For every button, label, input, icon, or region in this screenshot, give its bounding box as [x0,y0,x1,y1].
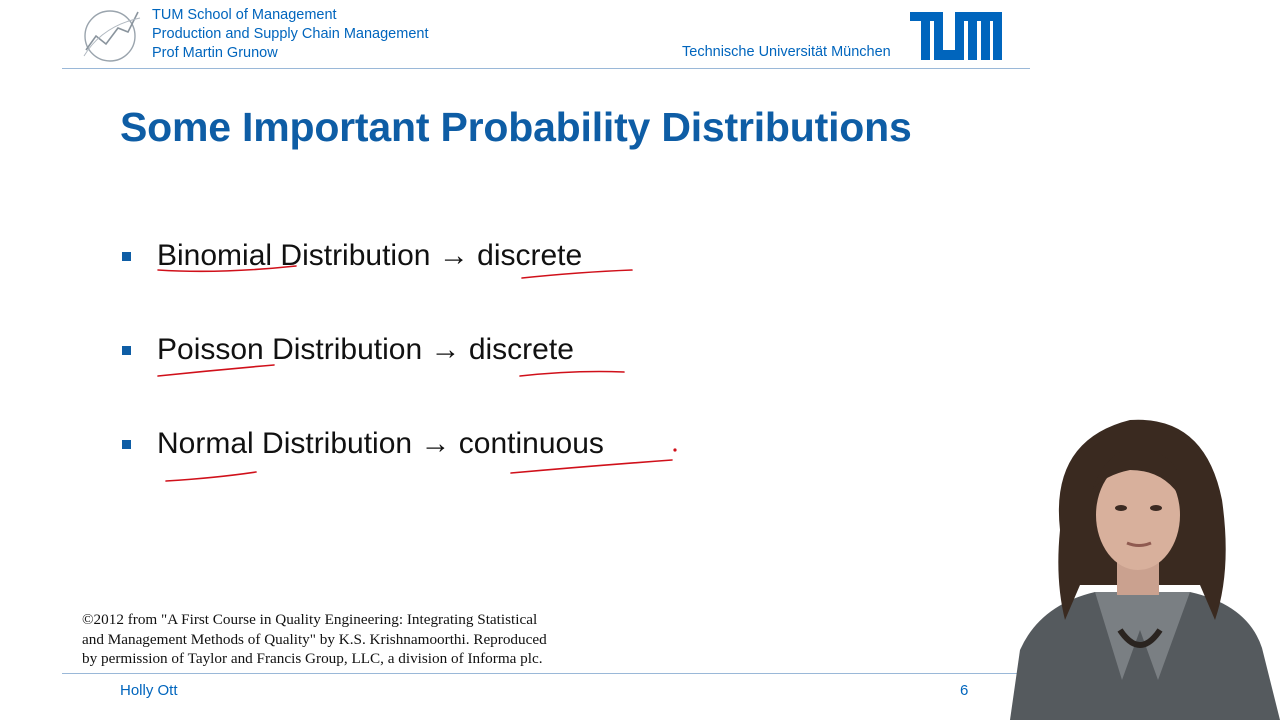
header-divider [62,68,1030,69]
university-name: Technische Universität München [682,44,891,60]
distribution-label: Distribution [280,239,431,272]
bullet-poisson: Poisson Distribution → discrete [122,330,574,370]
citation-line: and Management Methods of Quality" by K.… [82,630,547,648]
distribution-type: continuous [458,427,604,460]
distribution-type: discrete [468,333,574,366]
arrow-icon: → [420,427,451,460]
presenter-name: Holly Ott [120,682,178,699]
copyright-citation: ©2012 from "A First Course in Quality En… [82,610,547,669]
citation-line: ©2012 from "A First Course in Quality En… [82,611,538,628]
distribution-name: Normal [157,427,254,460]
chair-name: Production and Supply Chain Management [152,26,429,42]
bullet-marker [122,439,131,449]
distribution-name: Binomial [157,239,273,272]
bullet-marker [122,251,131,261]
distribution-name: Poisson [157,333,264,366]
distribution-label: Distribution [272,333,423,366]
professor-name: Prof Martin Grunow [152,45,278,61]
slide-title: Some Important Probability Distributions [120,104,912,150]
bullet-marker [122,345,131,355]
ink-dot [673,448,677,452]
bullet-binomial: Binomial Distribution → discrete [122,236,582,276]
page-number: 6 [960,682,969,699]
arrow-icon: → [430,333,461,366]
tum-logo-icon [910,12,1002,60]
arrow-icon: → [438,239,469,272]
citation-line: by permission of Taylor and Francis Grou… [82,650,543,667]
underline-discrete-2 [519,370,625,377]
presenter-video [1010,419,1280,720]
distribution-type: discrete [477,239,583,272]
header-text: TUM School of Management Production and … [152,6,428,63]
school-name: TUM School of Management [152,7,337,23]
chair-logo-icon [83,10,141,62]
underline-normal [165,471,257,482]
bullet-normal: Normal Distribution → continuous [122,424,604,464]
distribution-label: Distribution [262,427,413,460]
footer-divider [62,673,1030,674]
